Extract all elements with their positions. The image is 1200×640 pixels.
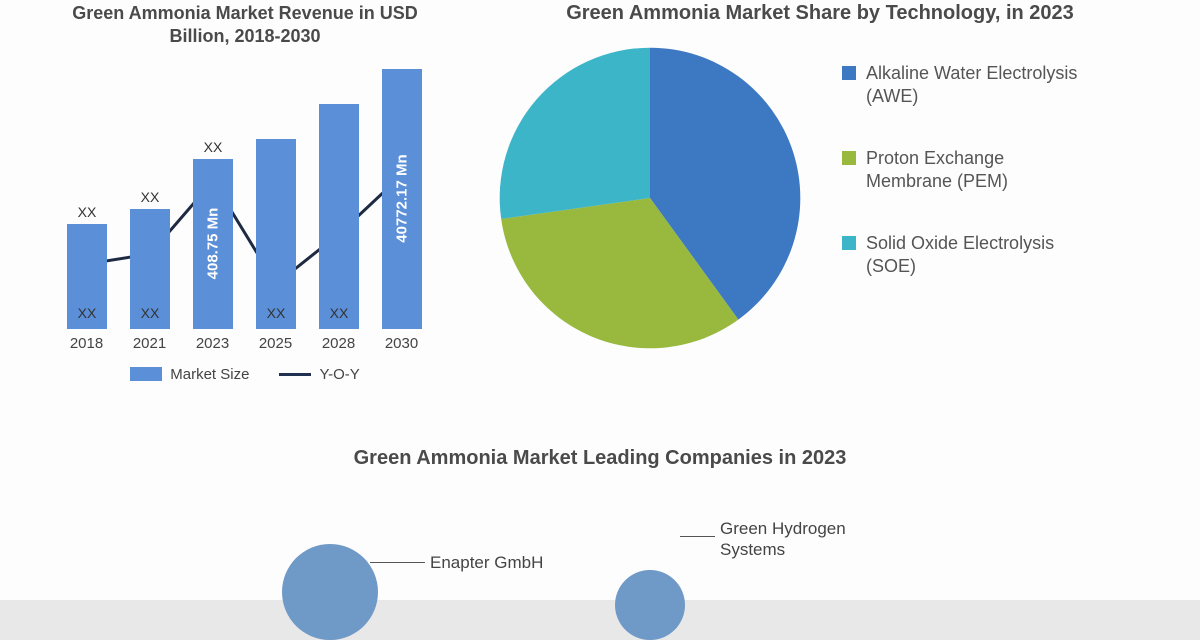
- line-swatch-icon: [279, 373, 311, 376]
- bubble-row: Enapter GmbH Green Hydrogen Systems: [0, 490, 1200, 600]
- company-label: Enapter GmbH: [430, 552, 543, 573]
- bar-value-xx: XX: [256, 305, 296, 321]
- companies-section: Green Ammonia Market Leading Companies i…: [0, 447, 1200, 600]
- pie-row: Alkaline Water Electrolysis (AWE) Proton …: [480, 38, 1160, 358]
- pie-chart-section: Green Ammonia Market Share by Technology…: [480, 0, 1160, 383]
- bar-line-chart: Green Ammonia Market Revenue in USD Bill…: [40, 0, 450, 383]
- bar-chart-title: Green Ammonia Market Revenue in USD Bill…: [40, 0, 450, 59]
- legend-item-market-size: Market Size: [130, 366, 249, 383]
- companies-title: Green Ammonia Market Leading Companies i…: [0, 447, 1200, 470]
- x-axis-label: 2021: [118, 335, 181, 352]
- bar-chart-legend: Market Size Y-O-Y: [40, 366, 450, 383]
- bar-value-label: 408.75 Mn: [205, 207, 222, 279]
- company-bubble: [282, 544, 378, 640]
- x-axis-label: 2018: [55, 335, 118, 352]
- pie-legend-label: Alkaline Water Electrolysis (AWE): [866, 62, 1086, 109]
- infographic-container: Green Ammonia Market Revenue in USD Bill…: [0, 0, 1200, 600]
- bar-value-xx: XX: [319, 305, 359, 321]
- pie-legend-item: Proton Exchange Membrane (PEM): [842, 147, 1086, 194]
- company-label: Green Hydrogen Systems: [720, 518, 890, 561]
- x-axis-label: 2028: [307, 335, 370, 352]
- legend-line-label: Y-O-Y: [319, 366, 359, 383]
- line-overlay: [55, 59, 435, 329]
- bar: [319, 104, 359, 329]
- bar-swatch-icon: [130, 367, 162, 381]
- leader-line: [680, 536, 715, 537]
- pie-slice: [500, 48, 650, 219]
- x-axis-label: 2023: [181, 335, 244, 352]
- bar: 40772.17 Mn: [382, 69, 422, 329]
- pie-chart-title: Green Ammonia Market Share by Technology…: [480, 0, 1160, 38]
- legend-bar-label: Market Size: [170, 366, 249, 383]
- bar: [256, 139, 296, 329]
- pie-legend: Alkaline Water Electrolysis (AWE) Proton …: [842, 38, 1086, 278]
- bar-top-xx: XX: [67, 204, 107, 220]
- bar: 408.75 Mn: [193, 159, 233, 329]
- pie-swatch-icon: [842, 151, 856, 165]
- bar-value-xx: XX: [67, 305, 107, 321]
- bar-value-label: 40772.17 Mn: [394, 154, 411, 242]
- bar-top-xx: XX: [130, 189, 170, 205]
- pie-legend-label: Proton Exchange Membrane (PEM): [866, 147, 1086, 194]
- pie-legend-item: Alkaline Water Electrolysis (AWE): [842, 62, 1086, 109]
- pie-chart-svg: [480, 38, 820, 358]
- bar-top-xx: XX: [193, 139, 233, 155]
- leader-line: [370, 562, 425, 563]
- top-row: Green Ammonia Market Revenue in USD Bill…: [0, 0, 1200, 383]
- pie-legend-label: Solid Oxide Electrolysis (SOE): [866, 232, 1086, 279]
- x-axis-label: 2025: [244, 335, 307, 352]
- pie-swatch-icon: [842, 236, 856, 250]
- bar-value-xx: XX: [130, 305, 170, 321]
- pie-swatch-icon: [842, 66, 856, 80]
- legend-item-yoy: Y-O-Y: [279, 366, 359, 383]
- company-bubble: [615, 570, 685, 640]
- bar-chart-plot: XX XX XX XX 408.75 Mn XX XX XX 40772.17 Mn: [55, 59, 435, 329]
- bar-chart-x-labels: 201820212023202520282030: [55, 329, 435, 352]
- pie-legend-item: Solid Oxide Electrolysis (SOE): [842, 232, 1086, 279]
- x-axis-label: 2030: [370, 335, 433, 352]
